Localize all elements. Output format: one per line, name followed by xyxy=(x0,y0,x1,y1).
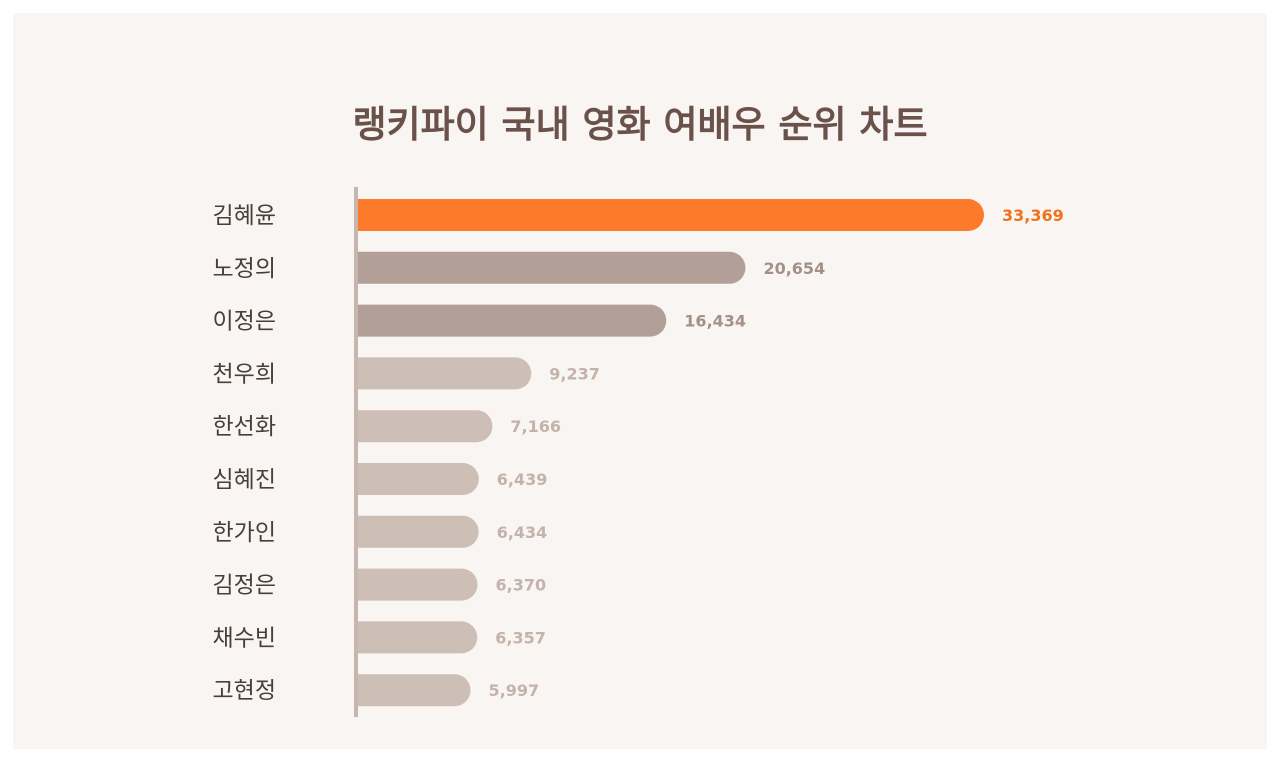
bar-7 xyxy=(358,515,479,548)
bar-4 xyxy=(358,357,532,390)
value-label: 5,997 xyxy=(489,681,540,700)
bar-3 xyxy=(358,304,667,337)
bar-10 xyxy=(358,674,471,707)
category-label: 채수빈 xyxy=(213,625,276,651)
y-axis-line xyxy=(354,187,358,717)
bar-8 xyxy=(358,568,478,601)
bar-5 xyxy=(358,410,493,443)
category-label: 이정은 xyxy=(213,309,276,335)
value-label: 6,434 xyxy=(497,523,548,542)
chart-title: 랭키파이 국내 영화 여배우 순위 차트 xyxy=(352,103,928,146)
category-label: 김혜윤 xyxy=(213,203,276,229)
chart-panel xyxy=(13,13,1267,749)
category-label: 한가인 xyxy=(213,520,276,546)
value-label: 6,357 xyxy=(495,628,546,647)
category-label: 심혜진 xyxy=(213,467,276,493)
value-label: 9,237 xyxy=(549,364,600,383)
value-label: 7,166 xyxy=(510,417,561,436)
category-label: 노정의 xyxy=(213,256,276,282)
bar-9 xyxy=(358,621,478,654)
category-label: 김정은 xyxy=(213,573,276,599)
value-label: 16,434 xyxy=(684,312,746,331)
value-label: 20,654 xyxy=(763,259,825,278)
value-label: 6,439 xyxy=(497,470,548,489)
bar-1 xyxy=(358,199,984,231)
bar-6 xyxy=(358,463,479,495)
bars-layer: 김혜윤 33,369 노정의 20,654 이정은 16,434 천우희 9,237 한선화 7,… xyxy=(213,199,1064,707)
bar-2 xyxy=(358,251,746,284)
value-label: 33,369 xyxy=(1002,206,1064,225)
category-label: 한선화 xyxy=(213,414,276,440)
category-label: 천우희 xyxy=(213,361,276,387)
category-label: 고현정 xyxy=(213,678,276,704)
value-label: 6,370 xyxy=(496,576,547,595)
